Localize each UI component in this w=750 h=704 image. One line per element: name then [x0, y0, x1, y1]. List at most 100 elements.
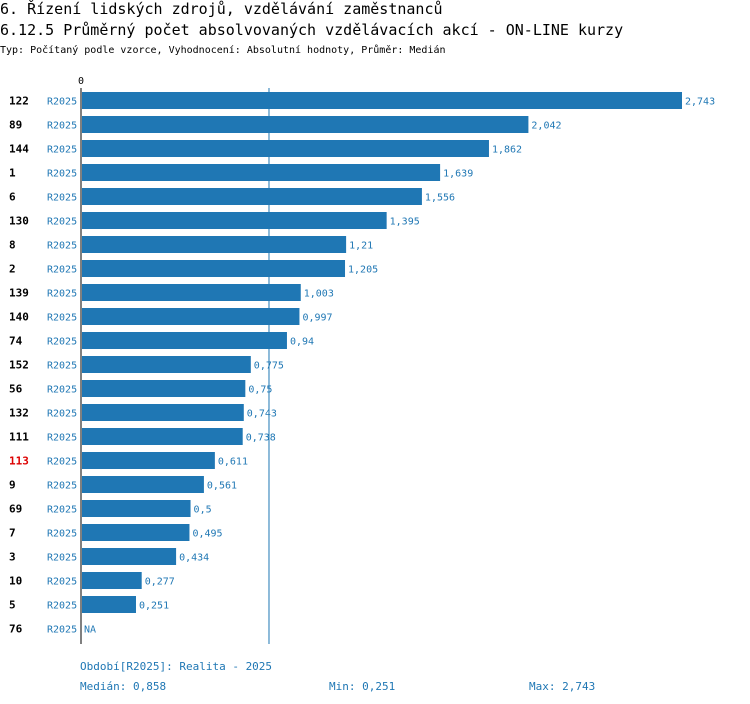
bar-value-label: 1,003: [304, 289, 334, 300]
row-id-label: 111: [9, 431, 29, 444]
row-id-label: 139: [9, 287, 29, 300]
bar: [82, 404, 244, 421]
bar-value-label: 0,5: [194, 505, 212, 516]
row-id-label: 6: [9, 191, 16, 204]
row-id-label: 74: [9, 335, 23, 348]
row-period-label: R2025: [47, 145, 77, 156]
row-period-label: R2025: [47, 577, 77, 588]
bar: [82, 380, 246, 397]
bar-value-label: 0,75: [248, 385, 272, 396]
period-legend: Období[R2025]: Realita - 2025: [80, 660, 273, 673]
row-id-label: 152: [9, 359, 29, 372]
row-id-label: 1: [9, 167, 16, 180]
row-id-label: 89: [9, 119, 22, 132]
bar-value-label: 1,556: [425, 193, 455, 204]
bar-value-label: 0,277: [145, 577, 175, 588]
row-period-label: R2025: [47, 481, 77, 492]
row-period-label: R2025: [47, 457, 77, 468]
row-period-label: R2025: [47, 97, 77, 108]
bar: [82, 92, 682, 109]
bar-value-label: NA: [84, 625, 96, 636]
bar: [82, 332, 287, 349]
row-period-label: R2025: [47, 505, 77, 516]
row-period-label: R2025: [47, 313, 77, 324]
row-period-label: R2025: [47, 169, 77, 180]
bar: [82, 548, 177, 565]
row-period-label: R2025: [47, 265, 77, 276]
row-id-label: 113: [9, 455, 29, 468]
row-period-label: R2025: [47, 121, 77, 132]
bar: [82, 260, 346, 277]
bar: [82, 164, 441, 181]
bar: [82, 500, 191, 517]
row-id-label: 5: [9, 599, 16, 612]
row-id-label: 2: [9, 263, 16, 276]
row-id-label: 9: [9, 479, 16, 492]
bar: [82, 140, 489, 157]
bar-value-label: 2,042: [531, 121, 561, 132]
row-id-label: 122: [9, 95, 29, 108]
bar-value-label: 0,94: [290, 337, 314, 348]
row-period-label: R2025: [47, 433, 77, 444]
row-id-label: 130: [9, 215, 29, 228]
row-period-label: R2025: [47, 241, 77, 252]
bar: [82, 212, 387, 229]
bar: [82, 188, 422, 205]
row-id-label: 76: [9, 623, 23, 636]
bar-value-label: 0,561: [207, 481, 237, 492]
axis-zero-label: 0: [78, 76, 84, 87]
bar: [82, 572, 142, 589]
bar-value-label: 0,495: [192, 529, 222, 540]
bar: [82, 236, 347, 253]
row-period-label: R2025: [47, 529, 77, 540]
min-summary: Min: 0,251: [329, 680, 396, 693]
report-description: Typ: Počítaný podle vzorce, Vyhodnocení:…: [0, 45, 446, 56]
bar: [82, 116, 529, 133]
bar: [82, 356, 251, 373]
bar: [82, 308, 300, 325]
report-metric-title: 6.12.5 Průměrný počet absolvovaných vzdě…: [0, 21, 624, 39]
bar: [82, 596, 136, 613]
bar-value-label: 0,251: [139, 601, 169, 612]
bar-value-label: 2,743: [685, 97, 715, 108]
bar-value-label: 0,434: [179, 553, 209, 564]
row-period-label: R2025: [47, 193, 77, 204]
row-period-label: R2025: [47, 601, 77, 612]
row-id-label: 7: [9, 527, 16, 540]
row-id-label: 144: [9, 143, 29, 156]
bar-value-label: 1,21: [349, 241, 373, 252]
bar-value-label: 0,775: [254, 361, 284, 372]
row-period-label: R2025: [47, 217, 77, 228]
row-id-label: 3: [9, 551, 16, 564]
bar: [82, 284, 301, 301]
row-period-label: R2025: [47, 625, 77, 636]
row-period-label: R2025: [47, 553, 77, 564]
row-id-label: 10: [9, 575, 22, 588]
row-period-label: R2025: [47, 361, 77, 372]
bar-value-label: 0,997: [302, 313, 332, 324]
report-section-title: 6. Řízení lidských zdrojů, vzdělávání za…: [0, 0, 443, 18]
bar-value-label: 0,611: [218, 457, 248, 468]
row-id-label: 56: [9, 383, 23, 396]
bar: [82, 524, 190, 541]
bar-value-label: 1,395: [390, 217, 420, 228]
row-id-label: 69: [9, 503, 22, 516]
row-id-label: 132: [9, 407, 29, 420]
median-summary: Medián: 0,858: [80, 680, 167, 693]
row-period-label: R2025: [47, 337, 77, 348]
bar-value-label: 1,639: [443, 169, 473, 180]
row-id-label: 140: [9, 311, 29, 324]
row-id-label: 8: [9, 239, 16, 252]
bar: [82, 476, 204, 493]
bar: [82, 452, 215, 469]
bar: [82, 428, 243, 445]
row-period-label: R2025: [47, 409, 77, 420]
bar-value-label: 1,205: [348, 265, 378, 276]
row-period-label: R2025: [47, 289, 77, 300]
bar-value-label: 0,738: [246, 433, 276, 444]
max-summary: Max: 2,743: [529, 680, 596, 693]
bar-value-label: 0,743: [247, 409, 277, 420]
bar-value-label: 1,862: [492, 145, 522, 156]
row-period-label: R2025: [47, 385, 77, 396]
